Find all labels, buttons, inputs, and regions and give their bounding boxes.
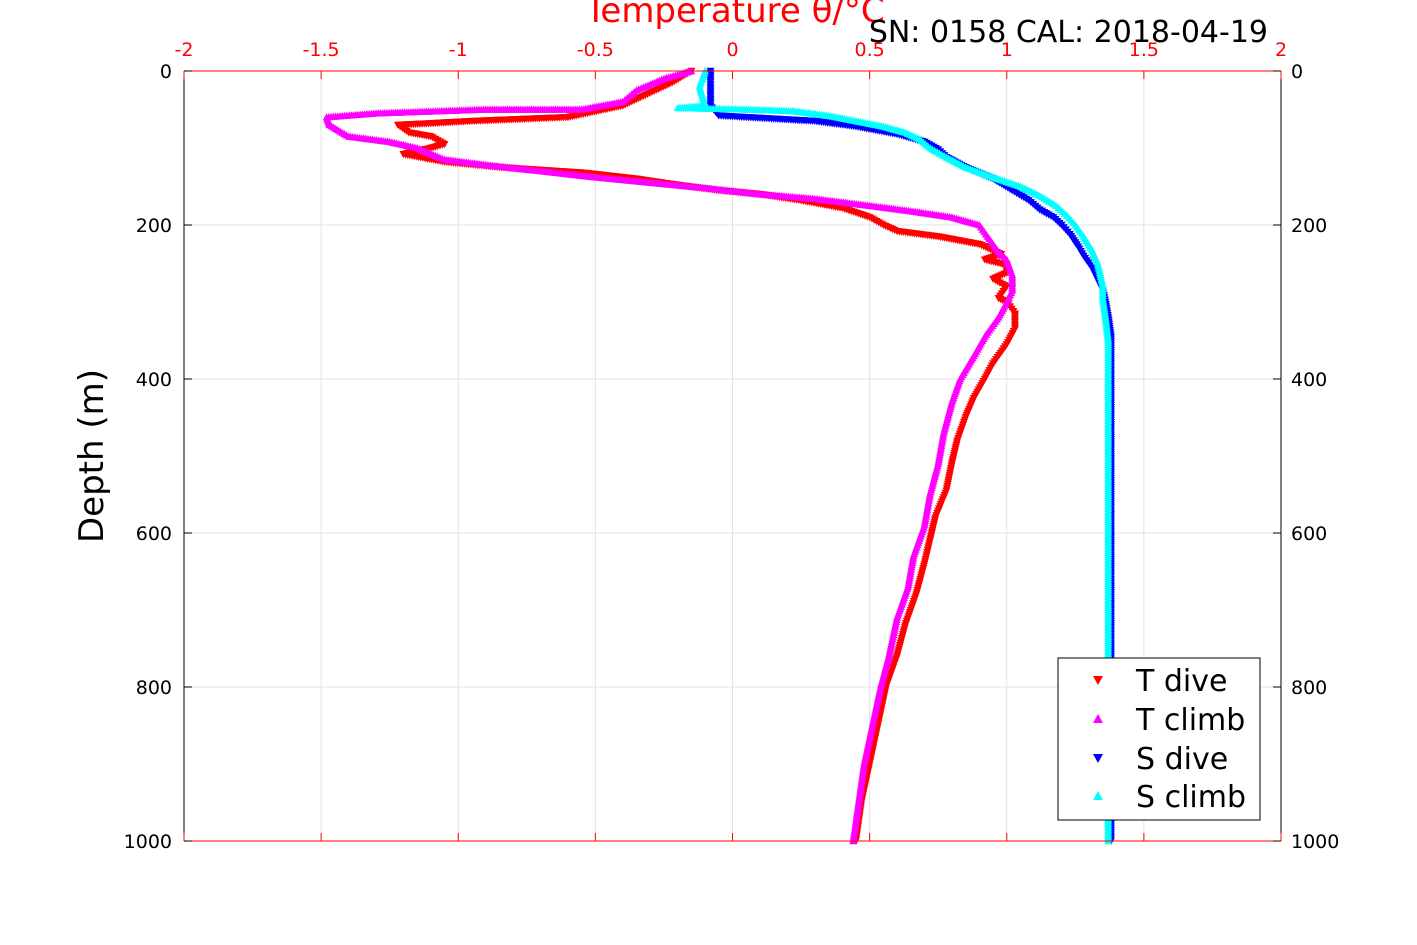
y-tick-label-right: 1000 [1291, 831, 1339, 853]
y-tick-label-right: 0 [1291, 61, 1303, 83]
x-tick-label: 0.5 [855, 39, 885, 61]
legend-box [1057, 657, 1261, 821]
y-axis-label: Depth (m) [72, 369, 112, 543]
y-tick-label-left: 800 [136, 677, 172, 699]
series-s-climb [673, 67, 1113, 845]
y-tick-label-left: 600 [136, 523, 172, 545]
y-tick-label-left: 0 [160, 61, 172, 83]
y-tick-label-left: 200 [136, 215, 172, 237]
x-tick-label: -2 [175, 39, 194, 61]
legend-label: T climb [1135, 703, 1245, 738]
series-t-climb [322, 67, 1017, 845]
calibration-annotation: SN: 0158 CAL: 2018-04-19 [869, 15, 1268, 50]
y-tick-label-left: 1000 [124, 831, 172, 853]
x-tick-label: 2 [1275, 39, 1287, 61]
x-tick-label: -1.5 [303, 39, 340, 61]
series-layer [322, 67, 1115, 845]
x-tick-label: -0.5 [577, 39, 614, 61]
legend-label: S dive [1136, 742, 1228, 777]
x-tick-label: 1 [1001, 39, 1013, 61]
y-tick-label-left: 400 [136, 369, 172, 391]
y-tick-label-right: 200 [1291, 215, 1327, 237]
x-tick-label: -1 [449, 39, 468, 61]
legend-marker [1093, 791, 1103, 800]
legend-marker [1093, 754, 1103, 763]
x-tick-label: 0 [726, 39, 738, 61]
y-tick-label-right: 600 [1291, 523, 1327, 545]
legend-marker [1093, 714, 1103, 723]
legend-label: T dive [1135, 664, 1227, 699]
legend-marker [1093, 676, 1103, 685]
y-tick-label-right: 400 [1291, 369, 1327, 391]
legend-label: S climb [1136, 780, 1246, 815]
x-tick-label: 1.5 [1129, 39, 1159, 61]
y-tick-label-right: 800 [1291, 677, 1327, 699]
x-axis-label: Temperature θ/°C [584, 0, 884, 31]
